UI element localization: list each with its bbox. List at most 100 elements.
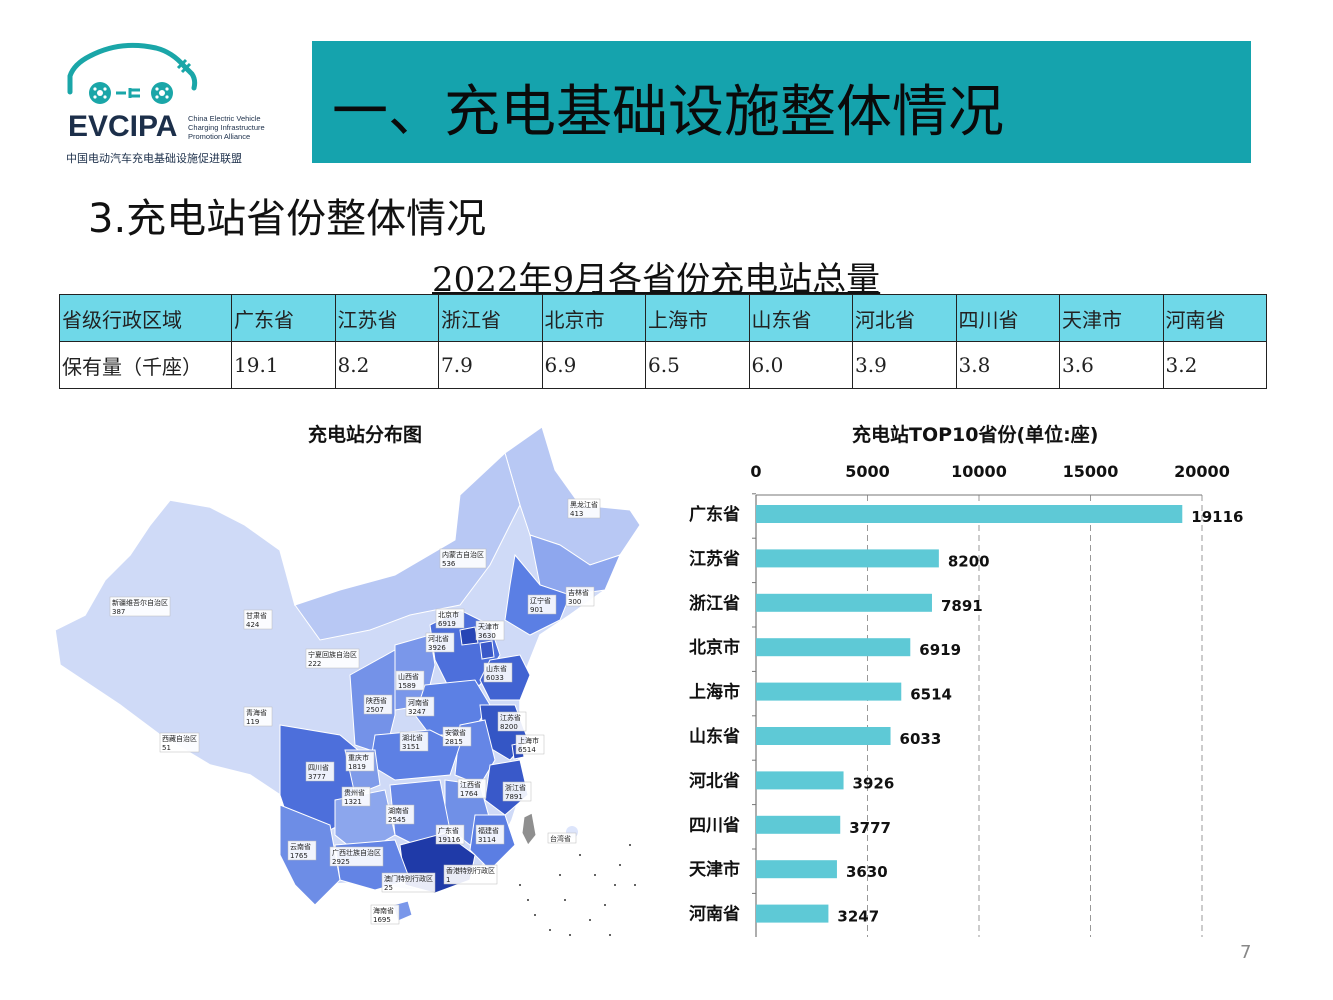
table-cell: 19.1 — [231, 341, 336, 389]
table-cell: 3.9 — [852, 341, 957, 389]
category-label: 江苏省 — [689, 548, 740, 569]
map-region-name: 甘肃省 — [246, 611, 267, 620]
map-region-value: 6514 — [518, 746, 536, 754]
map-region-name: 宁夏回族自治区 — [308, 650, 357, 659]
map-region-value: 1695 — [373, 916, 391, 924]
logo-sub-line: Promotion Alliance — [188, 132, 251, 141]
map-region-name: 海南省 — [373, 906, 394, 915]
page-number: 7 — [1240, 942, 1252, 963]
map-region-value: 424 — [246, 621, 260, 629]
data-label: 7891 — [941, 597, 983, 615]
map-label-box — [475, 620, 505, 641]
table-cell: 8.2 — [334, 341, 439, 389]
table-cell: 3.6 — [1059, 341, 1164, 389]
map-label-box — [363, 694, 393, 715]
car-plug-icon — [67, 42, 198, 104]
table-cell: 6.9 — [541, 341, 646, 389]
table-header-cell: 河北省 — [852, 294, 957, 342]
map-region-value: 19116 — [438, 836, 461, 844]
x-tick-label: 20000 — [1174, 462, 1230, 481]
category-label: 浙江省 — [689, 593, 740, 614]
title-banner: 一、充电基础设施整体情况 — [312, 41, 1251, 163]
map-region-name: 辽宁省 — [530, 596, 551, 605]
table-title: 2022年9月各省份充电站总量 — [432, 260, 881, 300]
map-region-name: 云南省 — [290, 842, 311, 851]
x-tick-label: 15000 — [1063, 462, 1119, 481]
logo-sub-line: China Electric Vehicle — [188, 114, 261, 123]
chart-axis: 0 5000 10000 15000 20000 广东省江苏省浙江省北京市上海市山东省河北… — [689, 462, 1230, 937]
table-header-cell: 江苏省 — [334, 294, 439, 342]
map-region-value: 3926 — [428, 644, 446, 652]
map-region-name: 澳门特别行政区 — [384, 874, 433, 883]
map-region-name: 福建省 — [478, 826, 499, 835]
map-label-box — [305, 761, 335, 782]
map-label-box — [527, 594, 557, 615]
map-region-name: 湖北省 — [402, 733, 423, 742]
logo-chinese-name: 中国电动汽车充电基础设施促进联盟 — [66, 152, 242, 165]
top10-bar-chart: 0 5000 10000 15000 20000 广东省江苏省浙江省北京市上海市山东省河北… — [689, 462, 1243, 937]
map-label-box — [395, 670, 425, 691]
map-label-box — [329, 846, 384, 867]
map-region-name: 湖南省 — [388, 806, 409, 815]
logo-sub-line: Charging Infrastructure — [188, 123, 265, 132]
bar — [756, 815, 841, 834]
map-region-name: 青海省 — [246, 708, 267, 717]
chart-title: 充电站TOP10省份(单位:座) — [852, 424, 1099, 446]
map-region-name: 西藏自治区 — [162, 734, 197, 743]
map-region-name: 香港特别行政区 — [446, 866, 495, 875]
map-label-box — [287, 840, 317, 861]
map-label-box — [425, 632, 455, 653]
map-label-box — [457, 778, 487, 799]
table-cell: 7.9 — [438, 341, 543, 389]
map-region-value: 3777 — [308, 773, 326, 781]
map-region-value: 222 — [308, 660, 321, 668]
bar — [756, 549, 939, 568]
map-label-box — [370, 904, 400, 925]
map-label-box — [435, 608, 465, 629]
data-label: 6033 — [900, 730, 942, 748]
map-label-box — [109, 596, 171, 617]
south-china-sea-islands — [519, 844, 636, 936]
map-region-name: 河北省 — [428, 634, 449, 643]
map-region-value: 51 — [162, 744, 171, 752]
map-label-box — [385, 804, 415, 825]
bar — [756, 904, 829, 923]
table-header-cell: 广东省 — [231, 294, 336, 342]
map-region-name: 上海市 — [518, 736, 539, 745]
section-title: 3.充电站省份整体情况 — [88, 196, 487, 242]
table-header-cell: 天津市 — [1059, 294, 1164, 342]
map-region-value: 536 — [442, 560, 456, 568]
map-region-value: 1765 — [290, 852, 308, 860]
map-label-box — [443, 864, 498, 885]
map-label-box — [515, 734, 545, 755]
category-label: 河南省 — [689, 904, 740, 925]
map-region-name: 内蒙古自治区 — [442, 550, 484, 559]
category-label: 上海市 — [689, 682, 740, 703]
map-label-box — [475, 824, 505, 845]
map-region-value: 2815 — [445, 738, 463, 746]
map-region-name: 安徽省 — [445, 728, 466, 737]
table-cell: 6.5 — [645, 341, 750, 389]
map-region-name: 江西省 — [460, 780, 481, 789]
map-label-box — [399, 731, 429, 752]
map-region-value: 901 — [530, 606, 543, 614]
map-region-value: 300 — [568, 598, 581, 606]
data-label: 6514 — [910, 686, 952, 704]
map-label-box — [502, 781, 532, 802]
map-label-box — [565, 586, 595, 607]
data-label: 3777 — [849, 819, 891, 837]
data-label: 19116 — [1191, 508, 1243, 526]
map-region-name: 浙江省 — [505, 783, 526, 792]
map-region-name: 河南省 — [408, 698, 429, 707]
chart-grid — [867, 495, 1203, 937]
map-region-value: 1764 — [460, 790, 478, 798]
map-label-box — [497, 711, 527, 732]
map-label-box — [305, 648, 360, 669]
table-header-cell: 河南省 — [1162, 294, 1267, 342]
map-label-box — [439, 548, 487, 569]
map-label-box — [567, 498, 601, 519]
logo-brand: EVCIPA — [68, 110, 178, 143]
data-label: 3247 — [837, 908, 879, 926]
map-region-value: 3247 — [408, 708, 426, 716]
map-region-value: 6919 — [438, 620, 456, 628]
